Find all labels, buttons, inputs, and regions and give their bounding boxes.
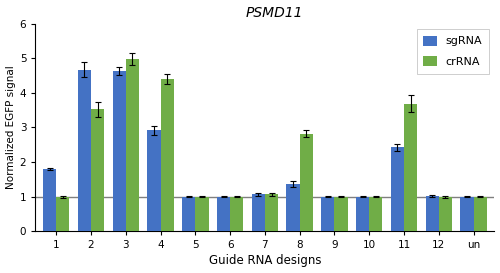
Bar xyxy=(56,197,70,231)
Bar xyxy=(300,133,313,231)
Bar xyxy=(252,194,265,231)
Bar xyxy=(196,197,208,231)
Y-axis label: Normalized EGFP signal: Normalized EGFP signal xyxy=(6,66,16,189)
Bar xyxy=(230,197,243,231)
Bar xyxy=(404,104,417,231)
Bar xyxy=(217,197,230,231)
Bar xyxy=(126,59,139,231)
Bar xyxy=(265,194,278,231)
Bar xyxy=(148,130,160,231)
Bar xyxy=(460,197,473,231)
Title: PSMD11: PSMD11 xyxy=(246,5,303,20)
Bar xyxy=(439,197,452,231)
Bar xyxy=(391,147,404,231)
Bar xyxy=(182,197,196,231)
Bar xyxy=(160,79,174,231)
Legend: sgRNA, crRNA: sgRNA, crRNA xyxy=(416,29,489,74)
Bar xyxy=(474,197,487,231)
Bar xyxy=(322,197,334,231)
Bar xyxy=(78,70,91,231)
Bar xyxy=(369,197,382,231)
X-axis label: Guide RNA designs: Guide RNA designs xyxy=(208,254,321,268)
Bar xyxy=(91,109,104,231)
Bar xyxy=(43,169,56,231)
Bar xyxy=(356,197,369,231)
Bar xyxy=(112,71,126,231)
Bar xyxy=(334,197,347,231)
Bar xyxy=(286,184,300,231)
Bar xyxy=(426,196,439,231)
